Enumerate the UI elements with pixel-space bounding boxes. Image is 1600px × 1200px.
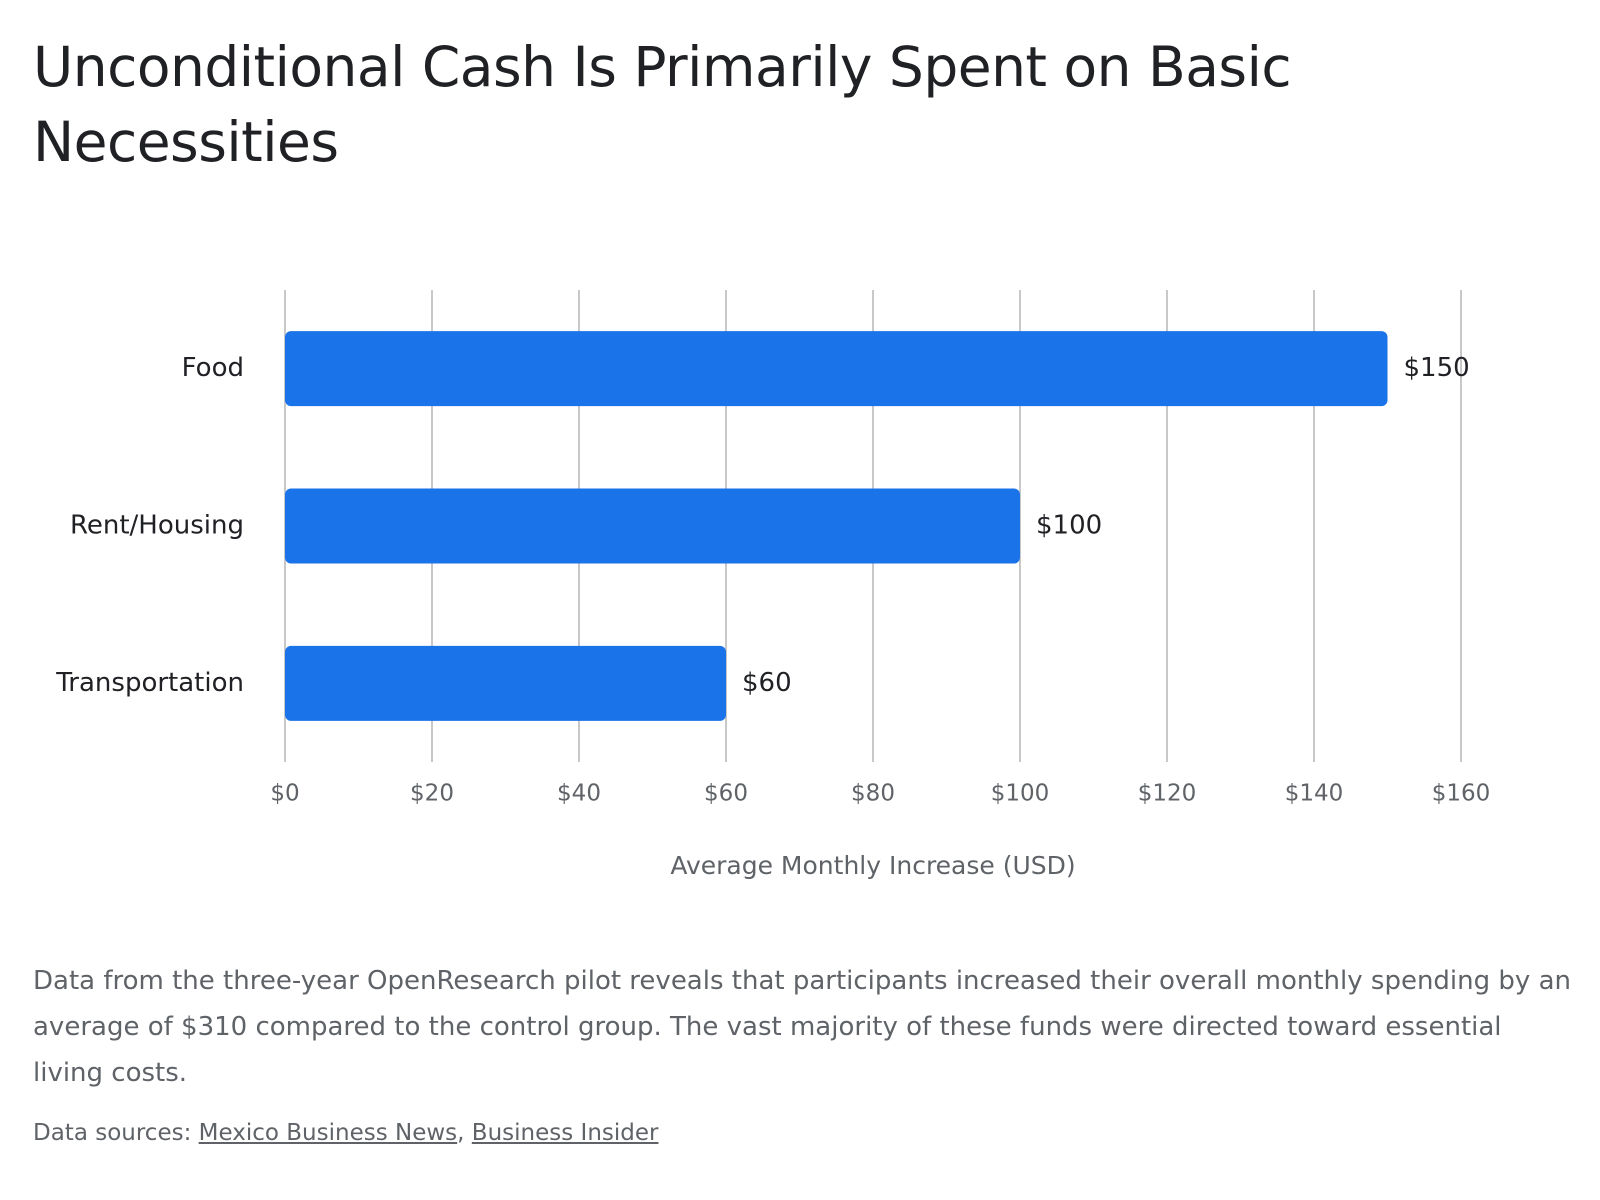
sources: Data sources: Mexico Business News, Busi… (33, 1120, 658, 1146)
x-tick-label: $0 (270, 781, 299, 807)
y-tick-label: Rent/Housing (70, 511, 244, 541)
x-axis-title: Average Monthly Increase (USD) (670, 851, 1075, 880)
chart-title: Unconditional Cash Is Primarily Spent on… (33, 35, 1292, 174)
x-tick-label: $80 (851, 781, 895, 807)
description: Data from the three-year OpenResearch pi… (33, 966, 1571, 1088)
bar (285, 331, 1388, 407)
sources-label: Data sources: (33, 1120, 192, 1146)
x-tick-label: $40 (557, 781, 601, 807)
bar (285, 645, 726, 721)
source-link[interactable]: Business Insider (471, 1120, 659, 1146)
value-label: $60 (742, 668, 792, 698)
value-label: $100 (1036, 511, 1102, 541)
x-tick-label: $120 (1138, 781, 1197, 807)
source-link[interactable]: Mexico Business News (198, 1120, 458, 1146)
x-tick-label: $60 (704, 781, 748, 807)
value-label: $150 (1404, 353, 1470, 383)
x-tick-label: $20 (410, 781, 454, 807)
chart: $0 $20 $40 $60 $80 $100 $120 $140 $160 Average Mo… (55, 290, 1491, 880)
x-tick-label: $160 (1432, 781, 1491, 807)
separator: , (457, 1120, 465, 1146)
x-tick-label: $100 (991, 781, 1050, 807)
x-tick-label: $140 (1285, 781, 1344, 807)
y-tick-label: Food (182, 353, 244, 383)
y-tick-label: Transportation (55, 668, 244, 698)
bar (285, 488, 1020, 564)
